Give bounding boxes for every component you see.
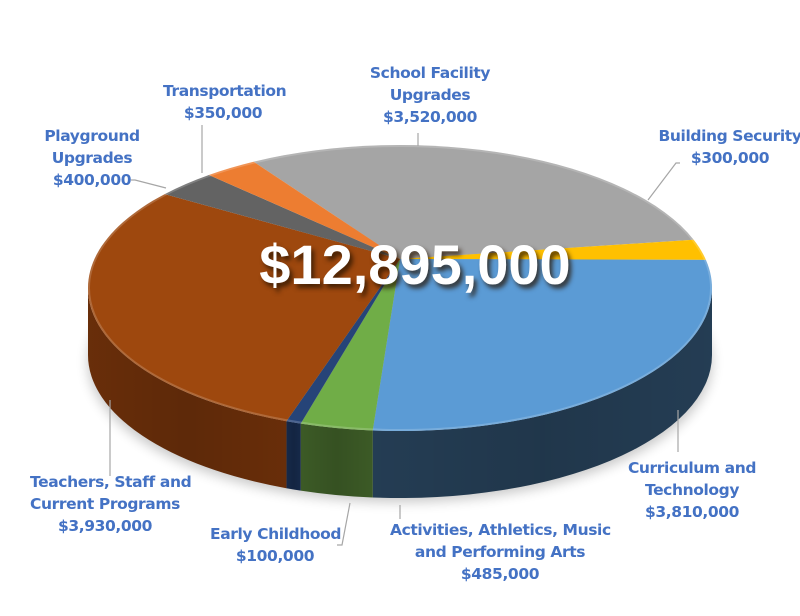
pie-rim-highlight	[88, 145, 712, 431]
label-early-value: $100,000	[235, 547, 315, 565]
label-curriculum-line2: Technology	[644, 481, 740, 499]
label-transport-value: $350,000	[183, 104, 263, 122]
label-school-facility: School Facility Upgrades $3,520,000	[360, 62, 500, 128]
leader-line-playground	[131, 179, 167, 189]
pie-slice-activities-athletics-music-and-performing-arts	[300, 259, 400, 431]
pie-side-shade	[300, 423, 373, 498]
pie-slice-early-childhood	[286, 259, 400, 424]
leader-lines	[109, 125, 680, 546]
label-curriculum-line1: Curriculum and	[627, 459, 757, 477]
leader-line-security	[647, 162, 680, 201]
pie-slice-building-security	[400, 239, 706, 260]
label-security-value: $300,000	[690, 149, 770, 167]
pie-slice-playground-upgrades	[164, 174, 400, 259]
label-playground-line1: Playground	[44, 127, 140, 145]
label-building-security: Building Security $300,000	[650, 125, 800, 169]
pie-slice-teachers-staff-and-current-programs	[87, 194, 401, 422]
pie-top-faces	[87, 145, 712, 431]
label-teachers-value: $3,930,000	[57, 517, 153, 535]
label-playground: Playground Upgrades $400,000	[42, 125, 142, 191]
label-curriculum: Curriculum and Technology $3,810,000	[627, 457, 757, 523]
total-amount: $12,895,000	[259, 233, 571, 296]
pie-sides	[88, 288, 712, 498]
label-school-line2: Upgrades	[389, 86, 471, 104]
pie-slice-school-facility-upgrades	[253, 145, 694, 259]
label-early-childhood: Early Childhood $100,000	[210, 523, 342, 567]
pie-slice-curriculum-and-technology	[372, 259, 712, 431]
label-school-value: $3,520,000	[382, 108, 478, 126]
pie-slice-transportation	[208, 161, 400, 259]
label-teachers: Teachers, Staff and Current Programs $3,…	[30, 471, 192, 537]
label-activities-line2: and Performing Arts	[414, 543, 586, 561]
pie-side-shade	[88, 288, 287, 489]
label-playground-line2: Upgrades	[51, 149, 133, 167]
leader-line-early	[337, 502, 351, 546]
pie-side-shade	[372, 288, 712, 498]
label-teachers-line2: Current Programs	[30, 495, 180, 513]
label-transportation: Transportation $350,000	[163, 80, 287, 124]
pie-side-shade	[286, 421, 301, 491]
label-playground-value: $400,000	[52, 171, 132, 189]
label-security-line1: Building Security	[658, 127, 800, 145]
label-teachers-line1: Teachers, Staff and	[30, 473, 192, 491]
label-activities: Activities, Athletics, Music and Perform…	[390, 519, 611, 585]
label-activities-value: $485,000	[460, 565, 540, 583]
label-activities-line1: Activities, Athletics, Music	[390, 521, 611, 539]
label-transport-line1: Transportation	[163, 82, 287, 100]
label-curriculum-value: $3,810,000	[644, 503, 740, 521]
label-school-line1: School Facility	[369, 64, 491, 82]
label-early-line1: Early Childhood	[210, 525, 342, 543]
